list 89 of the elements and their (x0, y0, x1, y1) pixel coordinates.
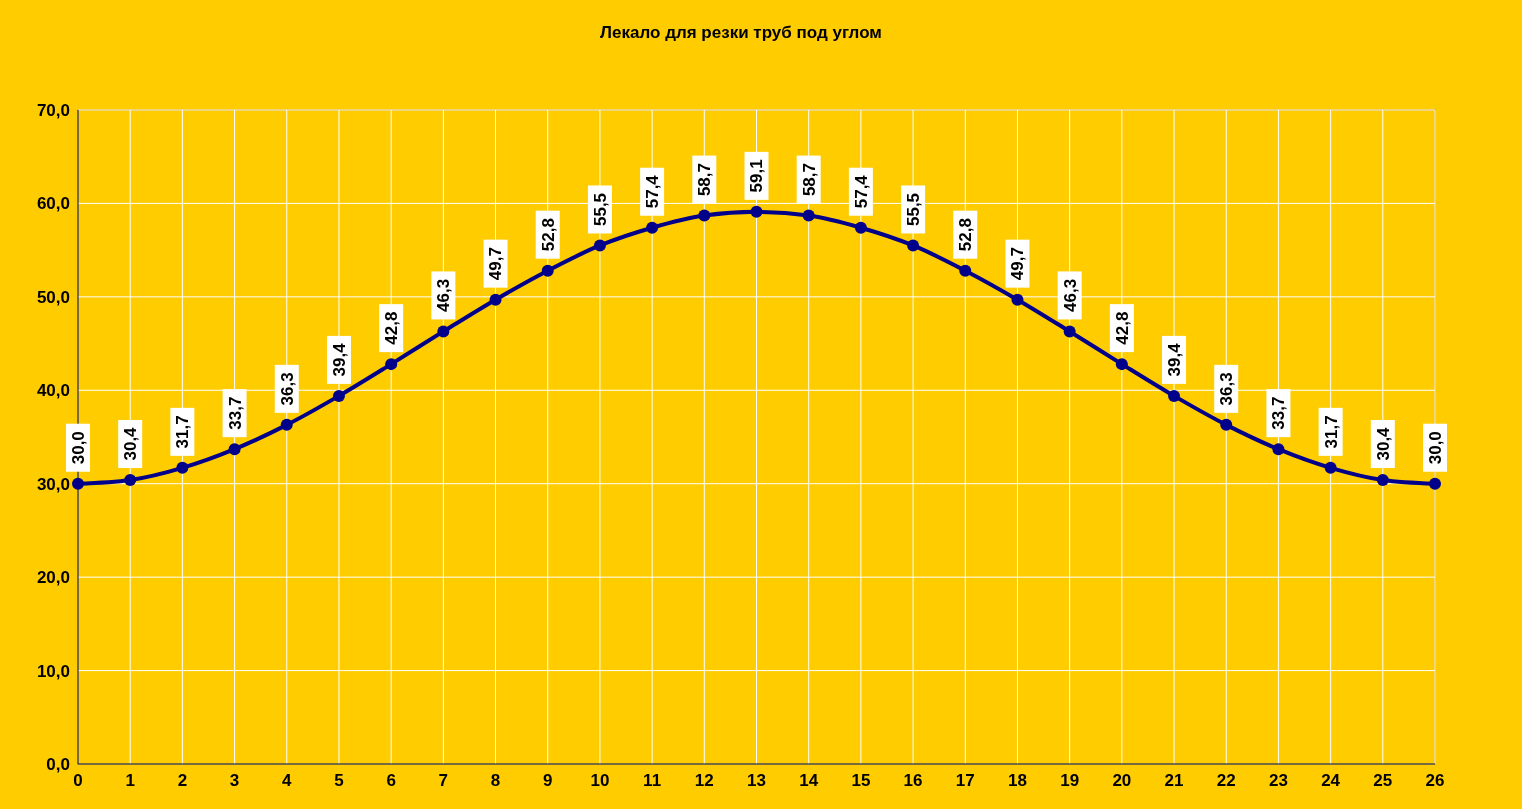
x-tick-label: 23 (1268, 771, 1288, 790)
x-tick-label: 24 (1321, 771, 1341, 790)
point (698, 209, 711, 222)
x-tick-label: 26 (1425, 771, 1445, 790)
data-label: 52,8 (538, 218, 558, 252)
point (1220, 418, 1233, 431)
y-tick-label: 20,0 (36, 568, 70, 588)
x-tick-label: 19 (1060, 771, 1080, 790)
data-label: 31,7 (173, 415, 193, 449)
x-tick-label: 0 (73, 771, 83, 790)
x-tick-label: 2 (177, 771, 188, 790)
point (646, 221, 659, 234)
x-tick-label: 12 (694, 771, 714, 790)
y-tick-label: 50,0 (36, 287, 70, 307)
data-label: 31,7 (1321, 415, 1341, 449)
point (332, 389, 345, 402)
data-label: 55,5 (590, 192, 610, 227)
data-label: 39,4 (1164, 342, 1184, 377)
data-label: 39,4 (329, 342, 349, 377)
data-label: 42,8 (382, 311, 402, 345)
point (1376, 473, 1389, 486)
point (1272, 443, 1285, 456)
x-tick-label: 4 (282, 771, 293, 790)
data-label: 30,4 (121, 426, 141, 461)
data-label: 49,7 (486, 247, 506, 281)
point (959, 264, 972, 277)
data-label: 52,8 (956, 218, 976, 252)
x-tick-label: 16 (903, 771, 923, 790)
x-tick-label: 3 (229, 771, 240, 790)
data-label: 49,7 (1008, 247, 1028, 281)
y-tick-label: 30,0 (36, 474, 70, 494)
x-tick-label: 22 (1216, 771, 1236, 790)
point (1324, 461, 1337, 474)
point (489, 293, 502, 306)
x-tick-label: 8 (490, 771, 501, 790)
x-tick-label: 20 (1112, 771, 1132, 790)
point (228, 443, 241, 456)
point (541, 264, 554, 277)
x-tick-label: 25 (1373, 771, 1393, 790)
point (72, 477, 84, 490)
data-label: 46,3 (1060, 278, 1080, 312)
data-label: 57,4 (851, 174, 871, 209)
y-tick-label: 0,0 (46, 754, 70, 774)
x-tick-label: 11 (643, 771, 662, 790)
point (907, 239, 920, 252)
x-tick-label: 18 (1008, 771, 1027, 790)
y-tick-label: 70,0 (36, 100, 70, 120)
data-label: 30,4 (1373, 426, 1393, 461)
point (1011, 293, 1024, 306)
x-tick-label: 6 (386, 771, 396, 790)
point (750, 205, 763, 218)
data-label: 46,3 (434, 278, 454, 312)
x-tick-label: 10 (590, 771, 610, 790)
data-label: 55,5 (904, 192, 924, 227)
point (437, 325, 450, 338)
point (1168, 389, 1181, 402)
data-label: 58,7 (799, 163, 819, 197)
point (1429, 477, 1441, 490)
x-tick-label: 1 (125, 771, 135, 790)
y-tick-label: 60,0 (36, 194, 70, 214)
point (280, 418, 293, 431)
point (1063, 325, 1076, 338)
data-label: 36,3 (1217, 372, 1237, 406)
data-label: 33,7 (1269, 396, 1289, 430)
y-tick-label: 40,0 (36, 381, 70, 401)
point (854, 221, 867, 234)
data-label: 42,8 (1112, 311, 1132, 345)
x-tick-label: 9 (543, 771, 553, 790)
chart-title: Лекало для резки труб под углом (600, 23, 882, 42)
point (176, 461, 189, 474)
data-label: 57,4 (643, 174, 663, 209)
x-tick-label: 7 (438, 771, 449, 790)
point (1115, 358, 1128, 371)
point (593, 239, 606, 252)
x-tick-label: 13 (747, 771, 766, 790)
point (802, 209, 815, 222)
x-tick-label: 21 (1164, 771, 1184, 790)
x-tick-label: 5 (334, 771, 344, 790)
data-label: 30,0 (1425, 431, 1445, 465)
data-label: 36,3 (277, 372, 297, 406)
data-label: 59,1 (747, 159, 767, 193)
x-tick-label: 15 (851, 771, 871, 790)
data-label: 33,7 (225, 396, 245, 430)
x-tick-label: 14 (799, 771, 819, 790)
y-tick-label: 10,0 (36, 661, 70, 681)
data-label: 58,7 (695, 163, 715, 197)
point (385, 358, 398, 371)
point (124, 473, 137, 486)
x-tick-label: 17 (955, 771, 975, 790)
